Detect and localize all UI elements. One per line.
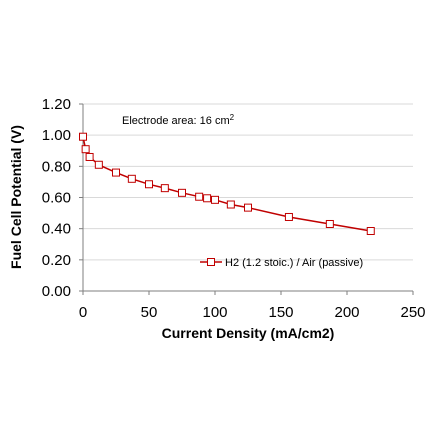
data-point — [366, 227, 375, 236]
data-point — [145, 180, 153, 189]
legend: H2 (1.2 stoic.) / Air (passive) — [200, 257, 363, 269]
y-tick-label: 0.80 — [42, 158, 71, 175]
legend-marker-swatch — [207, 258, 215, 266]
series-line — [82, 136, 371, 232]
data-point — [203, 194, 212, 203]
data-point — [127, 174, 136, 183]
electrode-area-annotation: Electrode area: 16 cm2 — [122, 113, 235, 127]
y-axis-title: Fuel Cell Potential (V) — [8, 125, 24, 269]
y-tick-label: 0.20 — [42, 252, 71, 269]
data-point — [244, 203, 252, 212]
data-point — [178, 188, 186, 197]
y-tick-label: 0.60 — [42, 190, 71, 207]
legend-label: H2 (1.2 stoic.) / Air (passive) — [225, 257, 363, 269]
data-point — [94, 160, 103, 169]
data-point — [85, 152, 94, 161]
y-tick-label: 1.00 — [42, 127, 71, 144]
x-axis-title: Current Density (mA/cm2) — [162, 325, 335, 341]
data-point — [211, 195, 219, 204]
y-tick-label: 1.20 — [42, 96, 71, 113]
tick-labels: 0.00 0.20 0.40 0.60 0.80 1.00 1.20 0 50 100 150 200… — [42, 96, 426, 321]
data-point — [160, 184, 169, 193]
x-tick-label: 200 — [334, 304, 359, 321]
gridlines — [83, 103, 413, 261]
annotation-superscript: 2 — [230, 113, 235, 122]
y-tick-label: 0.00 — [42, 283, 71, 300]
data-point — [112, 168, 120, 177]
data-point — [79, 132, 87, 141]
data-point — [284, 212, 293, 221]
x-tick-label: 50 — [141, 304, 158, 321]
x-tick-label: 150 — [268, 304, 293, 321]
data-point — [195, 192, 204, 201]
annotation-text: Electrode area: 16 cm — [122, 115, 230, 127]
x-tick-label: 0 — [79, 304, 87, 321]
y-tick-label: 0.40 — [42, 221, 71, 238]
x-tick-label: 100 — [202, 304, 227, 321]
x-tick-label: 250 — [400, 304, 425, 321]
data-point — [226, 200, 235, 209]
data-point — [325, 219, 334, 228]
data-point — [81, 145, 90, 154]
data-series — [79, 132, 375, 236]
